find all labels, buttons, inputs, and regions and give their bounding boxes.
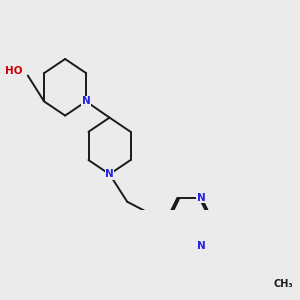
Text: N: N — [197, 241, 206, 251]
Text: CH₃: CH₃ — [274, 279, 293, 289]
Text: N: N — [197, 193, 206, 203]
Text: N: N — [82, 96, 91, 106]
Text: N: N — [105, 169, 114, 179]
Text: HO: HO — [5, 66, 22, 76]
